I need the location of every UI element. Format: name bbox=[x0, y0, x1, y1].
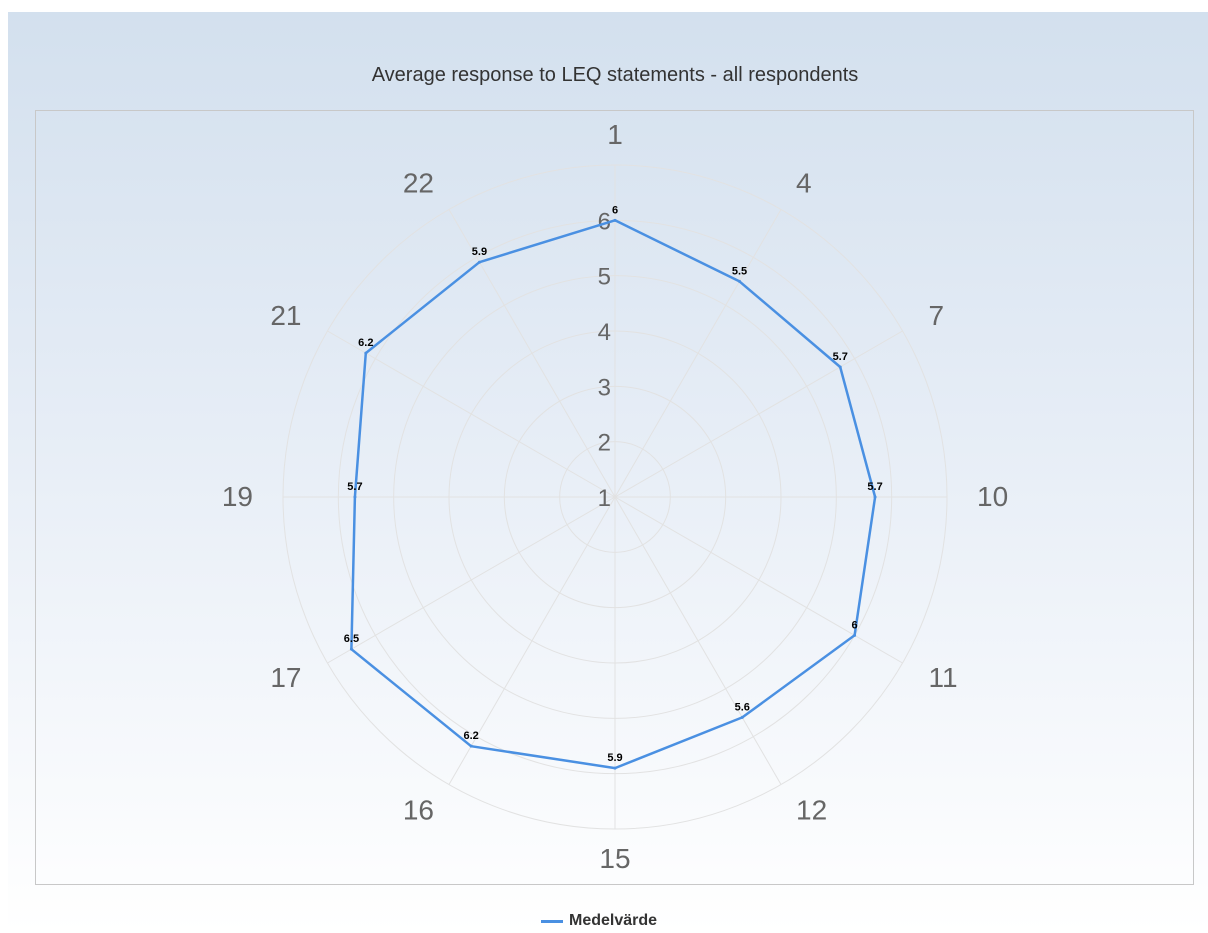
radial-tick-label: 5 bbox=[598, 264, 611, 291]
category-label: 12 bbox=[796, 795, 827, 826]
data-point bbox=[613, 766, 617, 770]
grid-spoke bbox=[614, 496, 903, 664]
category-label: 4 bbox=[796, 167, 812, 198]
category-label: 22 bbox=[403, 167, 434, 198]
grid-spoke bbox=[614, 209, 782, 498]
radial-tick-label: 1 bbox=[598, 485, 611, 512]
data-point bbox=[349, 647, 353, 651]
legend-label: Medelvärde bbox=[569, 912, 658, 929]
category-label: 19 bbox=[222, 481, 253, 512]
data-point bbox=[613, 218, 617, 222]
data-label: 5.6 bbox=[735, 701, 750, 713]
data-point bbox=[469, 744, 473, 748]
data-label: 5.9 bbox=[607, 752, 622, 764]
data-label: 6.2 bbox=[463, 730, 478, 742]
data-point bbox=[353, 495, 357, 499]
category-label: 17 bbox=[270, 662, 301, 693]
legend[interactable]: Medelvärde bbox=[541, 912, 657, 930]
data-label: 5.7 bbox=[347, 481, 362, 493]
chart-title: Average response to LEQ statements - all… bbox=[371, 64, 859, 86]
data-label: 5.5 bbox=[732, 265, 747, 277]
grid-spoke bbox=[448, 496, 616, 785]
legend-line-marker bbox=[541, 919, 563, 923]
data-point bbox=[740, 715, 744, 719]
data-point bbox=[853, 633, 857, 637]
grid-spoke bbox=[327, 496, 616, 664]
data-label: 5.9 bbox=[472, 246, 487, 258]
data-point bbox=[477, 260, 481, 264]
data-label: 6.2 bbox=[358, 337, 373, 349]
data-point bbox=[738, 279, 741, 283]
data-point bbox=[838, 365, 842, 369]
data-label: 6 bbox=[612, 204, 618, 216]
radial-tick-label: 2 bbox=[598, 430, 611, 457]
grid-spoke bbox=[614, 496, 782, 785]
category-label: 16 bbox=[403, 795, 434, 826]
data-label: 5.7 bbox=[867, 481, 882, 493]
radial-tick-label: 4 bbox=[598, 319, 611, 346]
radial-tick-label: 3 bbox=[598, 374, 611, 401]
radial-tick-label: 6 bbox=[598, 208, 611, 235]
grid-spoke bbox=[448, 209, 616, 498]
category-label: 7 bbox=[929, 300, 945, 331]
data-point bbox=[364, 351, 368, 355]
category-label: 21 bbox=[270, 300, 301, 331]
plot-area bbox=[35, 110, 1194, 885]
grid-spoke bbox=[614, 330, 903, 498]
data-label: 6.5 bbox=[344, 633, 359, 645]
data-label: 5.7 bbox=[833, 351, 848, 363]
category-label: 10 bbox=[977, 481, 1008, 512]
data-label: 6 bbox=[852, 619, 858, 631]
grid-spoke bbox=[327, 330, 616, 498]
category-label: 1 bbox=[607, 119, 623, 150]
category-label: 11 bbox=[929, 662, 958, 693]
data-point bbox=[873, 495, 877, 499]
category-label: 15 bbox=[599, 843, 630, 874]
